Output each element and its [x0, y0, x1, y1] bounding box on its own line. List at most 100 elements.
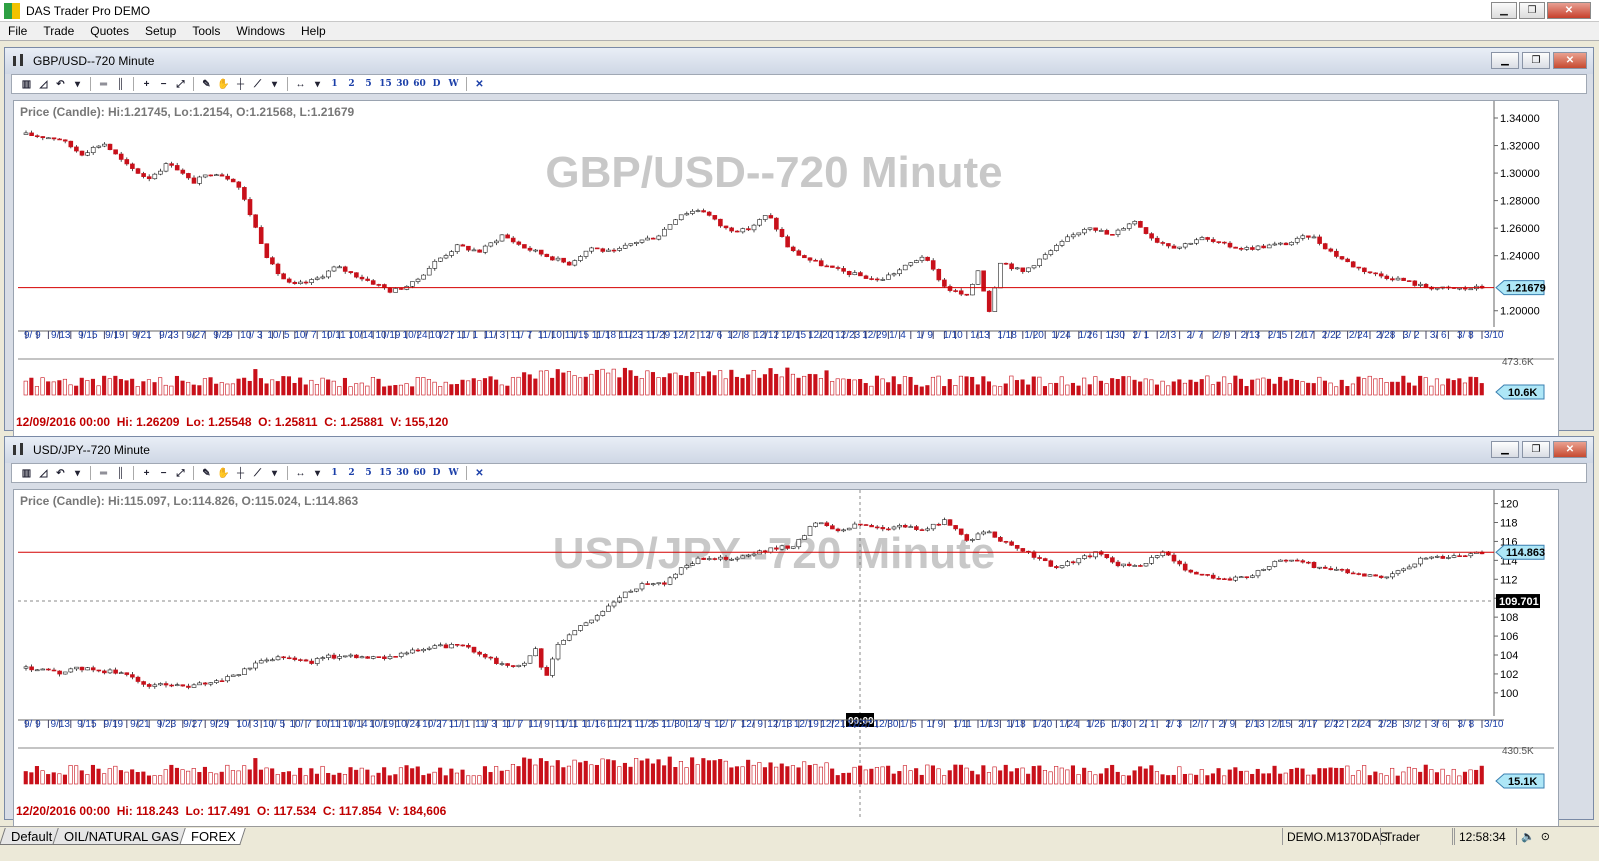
x-axis-tick: 2/15 [1268, 330, 1288, 341]
tab-forex[interactable]: FOREX [179, 828, 246, 845]
menu-trade[interactable]: Trade [43, 24, 75, 38]
x-axis-tick: 2/24 [1349, 330, 1369, 341]
dropdown-icon[interactable]: ▾ [271, 78, 278, 90]
close-button[interactable]: ✕ [1547, 2, 1591, 19]
menu-setup[interactable]: Setup [144, 24, 177, 38]
x-axis-tick: 1/13 [970, 330, 990, 341]
candle-style-icon[interactable]: ▥ [21, 78, 32, 90]
period-2-button[interactable]: 2 [348, 468, 355, 478]
chart-restore-button[interactable]: ❐ [1522, 441, 1550, 458]
period-60-button[interactable]: 60 [413, 79, 426, 89]
period-5-button[interactable]: 5 [365, 79, 372, 89]
dropdown-icon[interactable]: ▾ [314, 78, 321, 90]
x-axis-tick: 10/27 [422, 719, 447, 730]
x-axis-tick: 11/ 7 [502, 719, 524, 730]
price-chart[interactable]: USD/JPY--720 Minute Price (Candle): Hi:11… [14, 490, 1560, 829]
y-axis-tick: 102 [1500, 669, 1518, 681]
trend-line-icon[interactable]: ⟋ [254, 78, 261, 90]
menu-windows[interactable]: Windows [236, 24, 286, 38]
vertical-line-icon[interactable]: ║ [116, 78, 125, 90]
y-axis-tick: 1.30000 [1500, 168, 1540, 180]
crosshair-icon[interactable]: ┼ [236, 78, 245, 90]
zoom-in-icon[interactable]: + [143, 78, 150, 90]
candle-style-icon[interactable]: ▥ [21, 467, 32, 479]
x-axis-tick: 9/29 [210, 719, 230, 730]
pencil-icon[interactable]: ✎ [202, 467, 211, 479]
zoom-out-icon[interactable]: − [160, 467, 167, 479]
x-axis-tick: 10/14 [348, 330, 373, 341]
tab-oil-natural-gas[interactable]: OIL/NATURAL GAS [52, 828, 189, 845]
dropdown-icon[interactable]: ▾ [314, 467, 321, 479]
period-w-button[interactable]: W [448, 79, 459, 89]
period-2-button[interactable]: 2 [348, 79, 355, 89]
line-style-icon[interactable]: ◿ [39, 467, 48, 479]
scroll-icon[interactable]: ↔ [295, 467, 306, 479]
x-axis-tick: 11/15 [565, 330, 590, 341]
pencil-icon[interactable]: ✎ [202, 78, 211, 90]
trend-line-icon[interactable]: ⟋ [254, 467, 261, 479]
toolbar-separator [193, 466, 194, 480]
menu-help[interactable]: Help [301, 24, 326, 38]
price-chart[interactable]: GBP/USD--720 Minute Price (Candle): Hi:1.… [14, 101, 1560, 440]
period-1-button[interactable]: 1 [331, 79, 338, 89]
x-axis-tick: 9/21 [132, 330, 152, 341]
dropdown-icon[interactable]: ▾ [74, 467, 81, 479]
horizontal-line-icon[interactable]: ═ [99, 78, 108, 90]
zoom-in-icon[interactable]: + [143, 467, 150, 479]
clear-drawings-icon[interactable]: ✕ [475, 78, 484, 90]
undo-icon[interactable]: ↶ [56, 78, 65, 90]
minimize-button[interactable]: ▁ [1491, 2, 1517, 19]
period-d-button[interactable]: D [432, 79, 441, 89]
chart-close-button[interactable]: ✕ [1553, 52, 1587, 69]
x-axis-tick: 12/ 5 [688, 719, 711, 730]
x-axis-tick: 3/ 2 [1403, 330, 1420, 341]
x-axis-tick: 12/15 [781, 330, 806, 341]
chart-area[interactable]: GBP/USD--720 Minute Price (Candle): Hi:1.… [13, 100, 1559, 439]
period-1-button[interactable]: 1 [331, 468, 338, 478]
scroll-icon[interactable]: ↔ [295, 78, 306, 90]
x-axis-tick: 12/ 7 [714, 719, 737, 730]
x-axis-tick: 12/19 [794, 719, 819, 730]
menu-file[interactable]: File [8, 24, 28, 38]
x-axis-tick: 11/16 [581, 719, 606, 730]
dropdown-icon[interactable]: ▾ [74, 78, 81, 90]
vertical-line-icon[interactable]: ║ [116, 467, 125, 479]
chart-close-button[interactable]: ✕ [1553, 441, 1587, 458]
connection-icon[interactable]: ⊙ [1540, 831, 1550, 843]
x-axis-tick: 10/ 5 [267, 330, 290, 341]
period-d-button[interactable]: D [432, 468, 441, 478]
chart-area[interactable]: USD/JPY--720 Minute Price (Candle): Hi:11… [13, 489, 1559, 828]
sound-icon[interactable]: 🔈 [1521, 831, 1535, 843]
undo-icon[interactable]: ↶ [56, 467, 65, 479]
dropdown-icon[interactable]: ▾ [271, 467, 278, 479]
fit-icon[interactable]: ⤢ [176, 467, 185, 479]
restore-button[interactable]: ❐ [1519, 2, 1545, 19]
period-w-button[interactable]: W [448, 468, 459, 478]
chart-minimize-button[interactable]: ▁ [1491, 441, 1519, 458]
menu-quotes[interactable]: Quotes [90, 24, 129, 38]
x-axis-tick: 1/30 [1105, 330, 1125, 341]
period-30-button[interactable]: 30 [396, 79, 409, 89]
x-axis-tick: 1/ 9 [927, 719, 944, 730]
x-axis-tick: 2/13 [1241, 330, 1261, 341]
x-axis-tick: 12/20 [808, 330, 833, 341]
hand-icon[interactable]: ✋ [217, 78, 230, 90]
period-15-button[interactable]: 15 [379, 468, 392, 478]
toolbar-separator [287, 466, 288, 480]
app-title-bar: DAS Trader Pro DEMO ▁ ❐ ✕ [0, 0, 1599, 22]
hand-icon[interactable]: ✋ [217, 467, 230, 479]
period-15-button[interactable]: 15 [379, 79, 392, 89]
horizontal-line-icon[interactable]: ═ [99, 467, 108, 479]
crosshair-icon[interactable]: ┼ [236, 467, 245, 479]
chart-restore-button[interactable]: ❐ [1522, 52, 1550, 69]
period-30-button[interactable]: 30 [396, 468, 409, 478]
chart-minimize-button[interactable]: ▁ [1491, 52, 1519, 69]
y-axis-tick: 120 [1500, 499, 1518, 511]
fit-icon[interactable]: ⤢ [176, 78, 185, 90]
period-60-button[interactable]: 60 [413, 468, 426, 478]
period-5-button[interactable]: 5 [365, 468, 372, 478]
line-style-icon[interactable]: ◿ [39, 78, 48, 90]
zoom-out-icon[interactable]: − [160, 78, 167, 90]
clear-drawings-icon[interactable]: ✕ [475, 467, 484, 479]
menu-tools[interactable]: Tools [192, 24, 221, 38]
